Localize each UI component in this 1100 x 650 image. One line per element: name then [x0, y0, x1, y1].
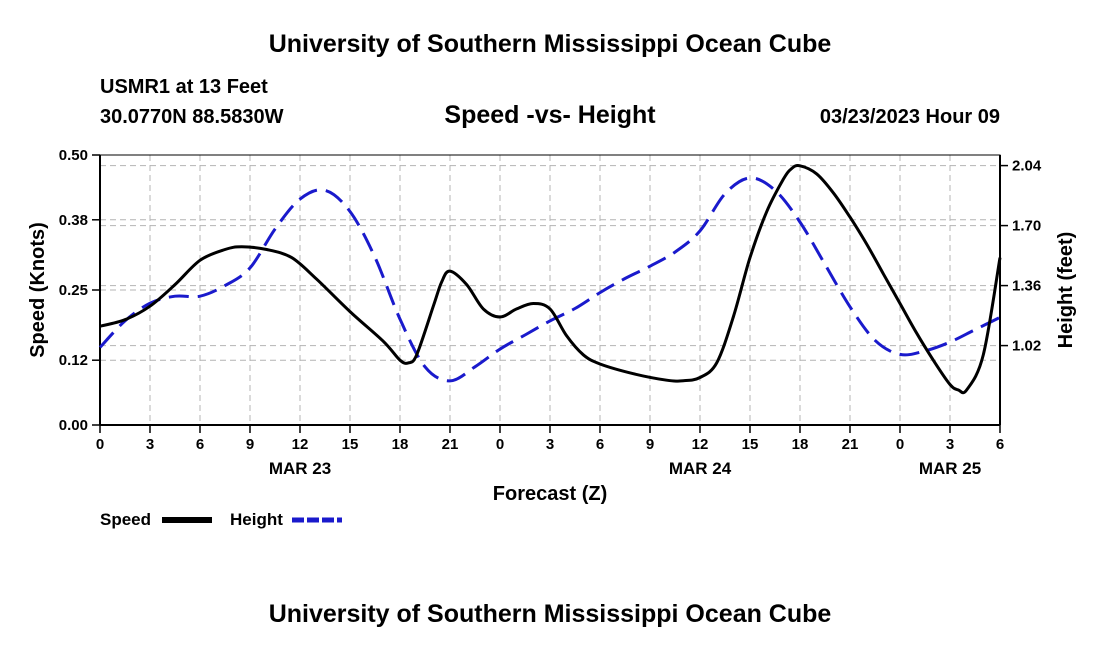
- x-tick-label: 6: [596, 436, 604, 453]
- x-tick-label: 6: [996, 436, 1004, 453]
- datetime-label: 03/23/2023 Hour 09: [819, 106, 1000, 128]
- legend-speed-label: Speed: [100, 510, 151, 529]
- date-label: MAR 25: [919, 459, 981, 478]
- y-left-tick-label: 0.50: [59, 147, 88, 164]
- y-left-tick-label: 0.12: [59, 352, 88, 369]
- x-tick-label: 9: [246, 436, 254, 453]
- x-axis-title: Forecast (Z): [493, 483, 607, 505]
- x-tick-label: 15: [342, 436, 359, 453]
- page-title: University of Southern Mississippi Ocean…: [268, 30, 832, 58]
- y-right-tick-label: 2.04: [1012, 158, 1042, 175]
- x-tick-label: 0: [496, 436, 504, 453]
- x-tick-label: 6: [196, 436, 204, 453]
- footer-title: University of Southern Mississippi Ocean…: [268, 600, 832, 628]
- date-label: MAR 24: [669, 459, 732, 478]
- x-tick-label: 15: [742, 436, 759, 453]
- series: [98, 164, 1002, 395]
- y-left-axis-title: Speed (Knots): [27, 222, 49, 358]
- x-tick-label: 12: [292, 436, 309, 453]
- legend-height-label: Height: [230, 510, 283, 529]
- y-right-tick-label: 1.36: [1012, 278, 1041, 295]
- x-tick-label: 12: [692, 436, 709, 453]
- x-tick-label: 0: [96, 436, 104, 453]
- y-right-tick-label: 1.70: [1012, 218, 1041, 235]
- y-left-tick-label: 0.00: [59, 417, 88, 434]
- x-tick-label: 0: [896, 436, 904, 453]
- y-right-tick-label: 1.02: [1012, 338, 1041, 355]
- chart-title: Speed -vs- Height: [444, 101, 656, 129]
- series-height-line: [98, 176, 1001, 383]
- legend: Speed Height: [100, 510, 342, 529]
- x-tick-label: 3: [946, 436, 954, 453]
- x-tick-label: 21: [442, 436, 459, 453]
- x-tick-label: 3: [546, 436, 554, 453]
- axes: 0 3 6 9 12 15 18 21 0 3 6 9 12 15 18 21 0 3 6 MAR 23 MAR 24 M…: [59, 147, 1042, 478]
- series-speed-line: [99, 164, 1002, 395]
- y-right-axis-title: Height (feet): [1055, 232, 1077, 349]
- y-left-tick-label: 0.25: [59, 282, 88, 299]
- date-label: MAR 23: [269, 459, 331, 478]
- station-label: USMR1 at 13 Feet: [100, 76, 268, 98]
- x-tick-label: 18: [392, 436, 409, 453]
- x-tick-label: 3: [146, 436, 154, 453]
- x-tick-label: 21: [842, 436, 859, 453]
- grid: [100, 154, 1000, 425]
- x-tick-label: 18: [792, 436, 809, 453]
- coordinates-label: 30.0770N 88.5830W: [100, 106, 284, 128]
- y-left-tick-label: 0.38: [59, 212, 88, 229]
- x-tick-label: 9: [646, 436, 654, 453]
